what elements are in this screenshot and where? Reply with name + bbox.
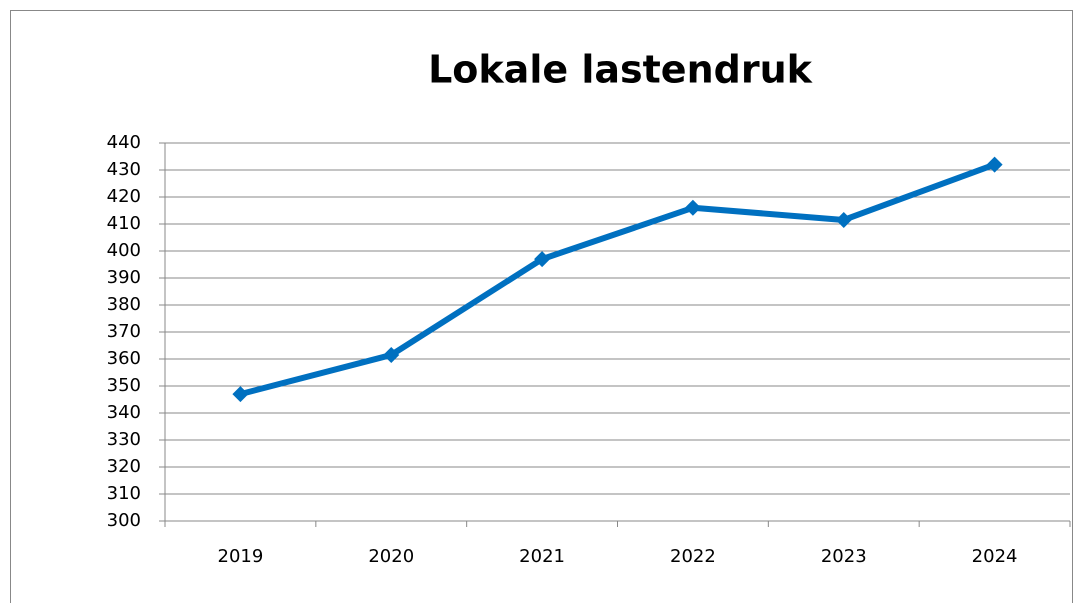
y-tick-label: 370 [107,321,141,342]
x-tick-label: 2024 [972,546,1018,567]
y-tick-label: 340 [107,402,141,423]
x-tick-label: 2022 [670,546,716,567]
y-tick-label: 390 [107,267,141,288]
y-tick-label: 310 [107,483,141,504]
data-marker [383,346,400,363]
x-tick-label: 2021 [519,546,565,567]
x-tick-label: 2020 [368,546,414,567]
data-marker [986,156,1003,173]
data-marker [534,251,551,268]
data-marker [232,386,249,403]
y-tick-label: 330 [107,429,141,450]
y-tick-label: 410 [107,213,141,234]
y-tick-label: 400 [107,240,141,261]
y-tick-label: 300 [107,510,141,531]
data-line [239,161,996,398]
x-tick-label: 2019 [218,546,264,567]
data-marker [684,199,701,216]
y-tick-label: 360 [107,348,141,369]
y-tick-label: 440 [107,132,141,153]
x-tick-label: 2023 [821,546,867,567]
y-tick-label: 380 [107,294,141,315]
chart-border [10,10,1073,603]
y-tick-label: 350 [107,375,141,396]
y-tick-label: 420 [107,186,141,207]
data-marker [835,211,852,228]
y-tick-label: 430 [107,159,141,180]
y-tick-label: 320 [107,456,141,477]
chart-title: Lokale lastendruk [428,48,813,92]
